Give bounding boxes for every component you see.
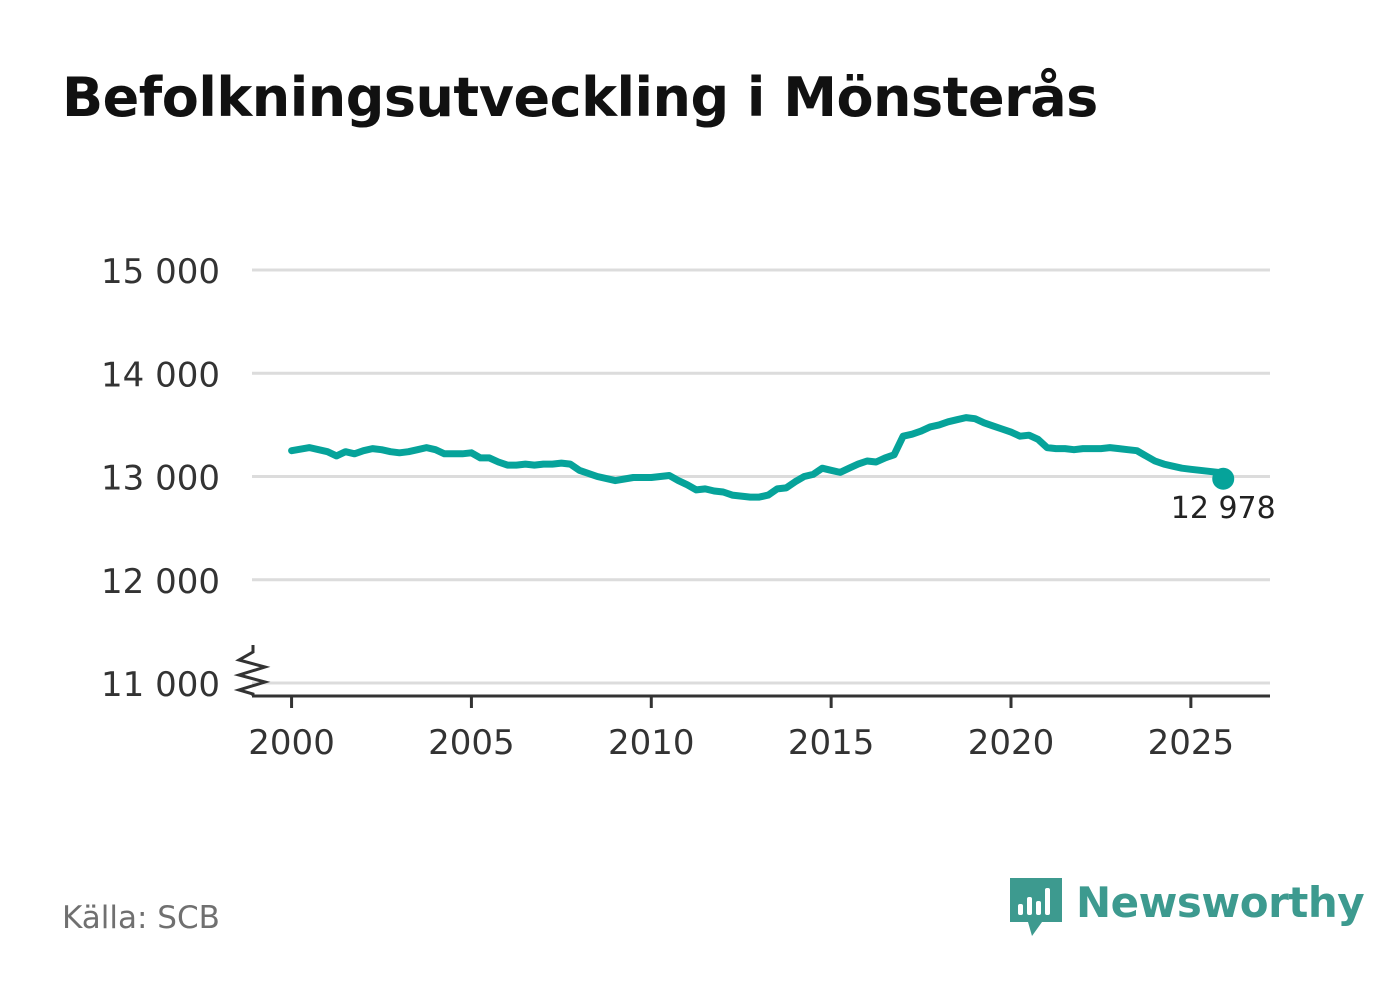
source-note: Källa: SCB (62, 900, 220, 936)
y-tick-label: 15 000 (101, 252, 220, 292)
x-tick-label: 2025 (1148, 723, 1235, 763)
brand-logo[interactable]: Newsworthy (1010, 878, 1365, 948)
axis-break-zigzag (233, 645, 271, 696)
end-marker-layer: 12 978 (1171, 467, 1276, 526)
grid-lines (252, 268, 1270, 685)
end-point-label: 12 978 (1171, 491, 1276, 526)
axis-break-icon (233, 645, 271, 696)
x-tick-label: 2010 (608, 723, 695, 763)
x-tick-label: 2000 (248, 723, 335, 763)
x-tick-label: 2005 (428, 723, 515, 763)
x-axis-tick-labels: 2000 2005 2010 2015 2020 2025 (248, 723, 1234, 763)
series-line (288, 414, 1227, 501)
bar-chart-speech-icon (1010, 878, 1062, 936)
series-layer (288, 414, 1227, 501)
x-tick-label: 2015 (788, 723, 875, 763)
y-tick-label: 14 000 (101, 355, 220, 395)
y-axis-tick-labels: 11 000 12 000 13 000 14 000 15 000 (101, 252, 220, 705)
end-point-marker (1212, 467, 1235, 490)
brand-name: Newsworthy (1076, 878, 1365, 927)
y-tick-label: 13 000 (101, 459, 220, 499)
y-tick-label: 11 000 (101, 665, 220, 705)
x-tick-label: 2020 (968, 723, 1055, 763)
y-tick-label: 12 000 (101, 562, 220, 602)
chart-title: Befolkningsutveckling i Mönsterås (62, 66, 1098, 129)
x-axis (252, 694, 1270, 708)
